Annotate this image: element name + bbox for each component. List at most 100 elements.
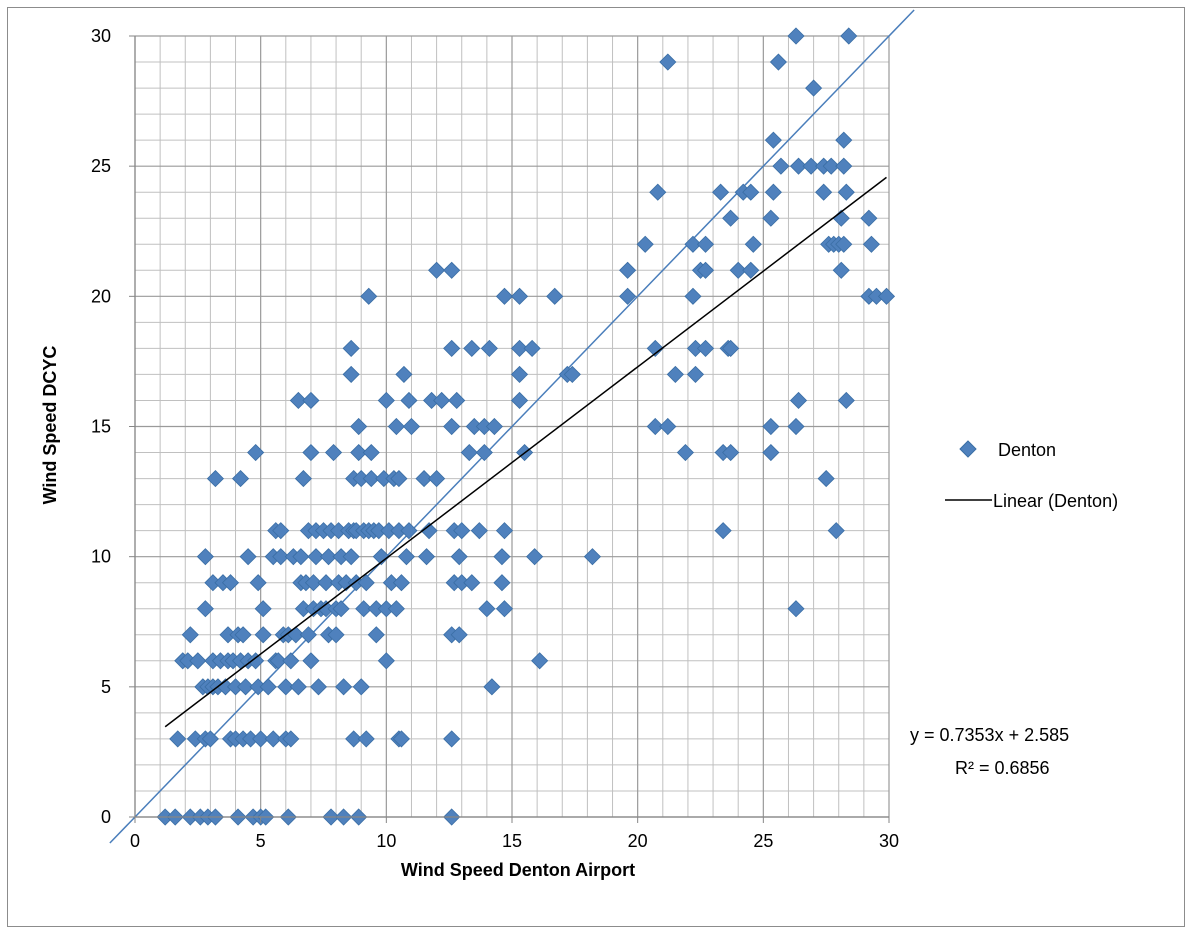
data-point (335, 678, 353, 696)
data-point (304, 574, 323, 592)
data-point (231, 470, 250, 488)
data-point (342, 548, 360, 566)
data-point (387, 417, 405, 436)
data-point (453, 522, 471, 540)
data-point (360, 287, 378, 305)
data-point (712, 183, 730, 201)
data-point (762, 209, 780, 227)
data-point (686, 365, 705, 383)
trendline-r-squared: R² = 0.6856 (955, 758, 1050, 778)
data-point (805, 79, 823, 97)
data-point (666, 365, 684, 383)
data-point (862, 235, 880, 253)
data-point (696, 339, 715, 357)
data-point (264, 730, 282, 748)
data-point (822, 157, 840, 175)
data-point (649, 183, 667, 201)
data-point (636, 235, 654, 253)
data-point (292, 548, 310, 566)
data-point (619, 261, 637, 279)
data-point (722, 209, 740, 227)
data-point (350, 443, 368, 462)
data-point (392, 574, 410, 592)
data-point (744, 235, 762, 253)
x-tick-label: 30 (879, 831, 899, 851)
trendline-equation: y = 0.7353x + 2.585 (910, 725, 1069, 745)
data-point (495, 600, 514, 618)
data-point (196, 548, 214, 566)
legend-marker-denton-icon (959, 440, 977, 458)
y-tick-label: 20 (91, 286, 111, 306)
data-point (787, 417, 805, 436)
data-point (563, 365, 581, 383)
x-tick-label: 20 (628, 831, 648, 851)
data-point (189, 652, 207, 670)
data-point (342, 339, 360, 357)
data-point (450, 626, 468, 644)
data-point (583, 548, 601, 566)
data-point (835, 157, 853, 175)
data-point (420, 522, 438, 540)
data-point (837, 391, 855, 410)
data-point (817, 470, 835, 488)
data-point (302, 652, 320, 670)
data-point (769, 53, 787, 71)
data-point (377, 652, 395, 670)
data-point (523, 339, 541, 357)
x-tick-label: 15 (502, 831, 522, 851)
axes: 0 5 10 15 20 25 30 0 5 10 15 20 25 30 (91, 26, 899, 851)
data-point (400, 522, 418, 540)
data-point (742, 261, 760, 279)
data-point (402, 417, 421, 436)
data-point (247, 443, 265, 462)
data-point (827, 522, 845, 540)
data-point (696, 235, 715, 253)
data-point (676, 443, 694, 462)
data-point (196, 600, 214, 618)
data-point (787, 600, 805, 618)
data-point (302, 391, 320, 410)
data-point (835, 235, 853, 253)
data-point (272, 522, 290, 540)
data-point (319, 548, 338, 566)
x-tick-label: 0 (130, 831, 140, 851)
legend-label-linear: Linear (Denton) (993, 491, 1118, 511)
y-tick-label: 0 (101, 807, 111, 827)
data-point (302, 443, 320, 462)
data-point (835, 131, 853, 149)
data-point (234, 626, 252, 644)
data-point (646, 339, 664, 357)
y-tick-label: 5 (101, 677, 111, 697)
legend: Denton Linear (Denton) (945, 440, 1118, 511)
data-point (395, 365, 413, 383)
data-point (789, 157, 808, 175)
data-point (317, 574, 335, 592)
x-tick-label: 5 (256, 831, 266, 851)
data-point (480, 339, 498, 357)
data-point (789, 391, 808, 410)
data-point (696, 261, 715, 279)
data-point (415, 470, 433, 488)
data-point (327, 626, 345, 644)
data-point (510, 391, 529, 410)
data-point (169, 730, 187, 748)
identity-line-group (109, 9, 915, 844)
data-point (860, 209, 878, 227)
data-point (443, 730, 461, 748)
data-point (362, 470, 380, 488)
data-point (762, 443, 780, 462)
data-point (877, 287, 896, 305)
data-point (377, 391, 395, 410)
data-point (460, 443, 478, 462)
data-point (443, 261, 461, 279)
scatter-chart: 0 5 10 15 20 25 30 0 5 10 15 20 25 30 Wind Speed DCYC… (40, 9, 1118, 880)
y-tick-label: 15 (91, 417, 111, 437)
data-point (294, 470, 312, 488)
data-point (400, 391, 418, 410)
y-tick-label: 25 (91, 156, 111, 176)
data-point (417, 548, 436, 566)
data-point (352, 678, 370, 696)
identity-line (109, 9, 915, 844)
data-point (450, 548, 468, 566)
data-point (324, 443, 343, 462)
